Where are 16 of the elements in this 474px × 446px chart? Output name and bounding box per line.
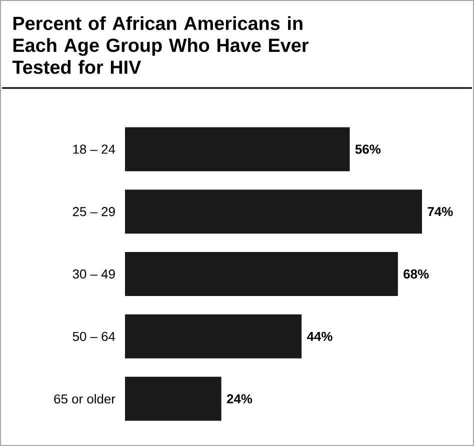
y-tick-label: 18 – 24 (73, 144, 116, 154)
bar (125, 127, 350, 172)
data-label: 56% (355, 144, 381, 154)
data-label: 24% (226, 394, 252, 404)
bar (125, 190, 422, 234)
data-label: 44% (306, 332, 332, 341)
bar (125, 376, 222, 421)
chart-title: Percent of African Americans in Each Age Group Who Have Ever Tested for HIV (12, 16, 309, 74)
y-tick-label: 25 – 29 (72, 207, 115, 216)
y-tick-label: 30 – 49 (72, 269, 115, 279)
data-label: 68% (404, 269, 429, 279)
data-label: 74% (428, 207, 453, 216)
bar (125, 252, 398, 296)
bar (125, 314, 302, 358)
y-tick-label: 50 – 64 (72, 332, 116, 341)
y-tick-label: 65 or older (54, 394, 116, 404)
